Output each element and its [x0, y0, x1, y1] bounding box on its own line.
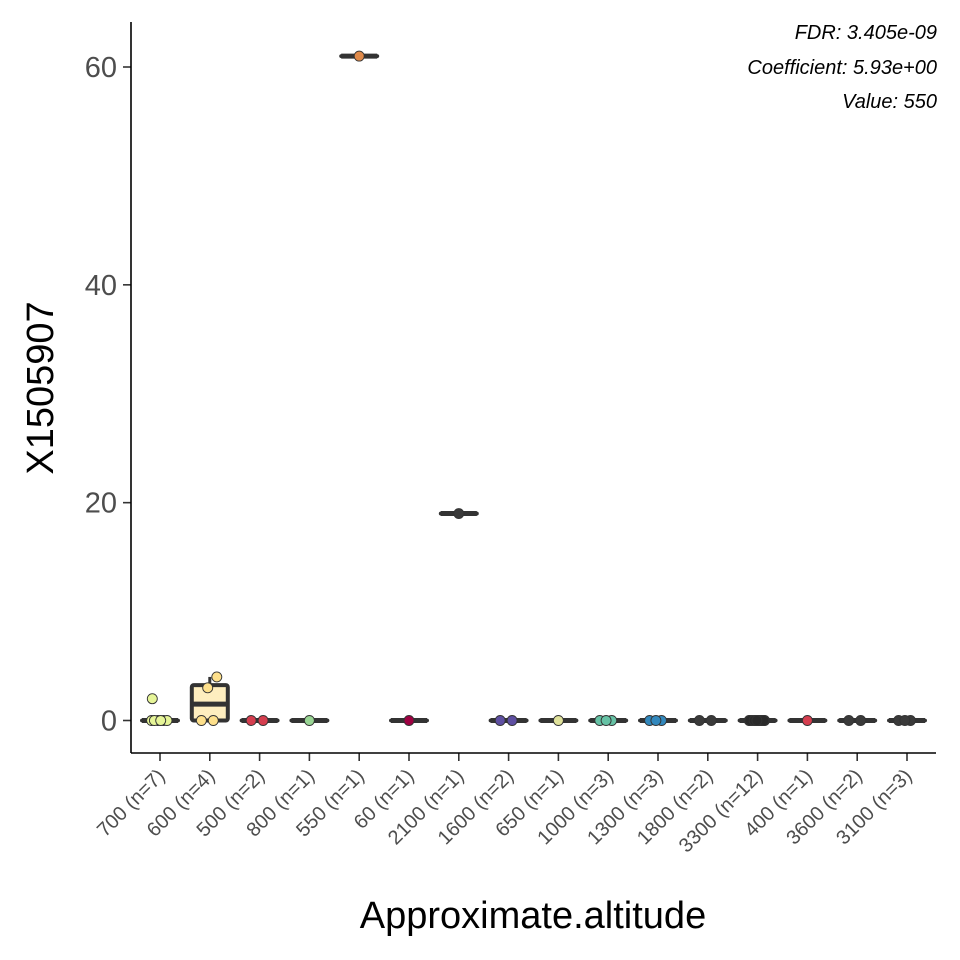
y-axis-title: X1505907: [20, 301, 62, 474]
data-point: [207, 715, 219, 726]
point-series: [146, 50, 916, 726]
x-axis-ticks: 700 (n=7)600 (n=4)500 (n=2)800 (n=1)550 …: [93, 753, 917, 857]
data-point: [155, 715, 167, 726]
data-point: [855, 715, 867, 726]
data-point: [403, 715, 415, 726]
annotation-block: FDR: 3.405e-09 Coefficient: 5.93e+00 Val…: [747, 22, 937, 113]
y-tick-label: 0: [101, 706, 117, 738]
data-point: [899, 715, 911, 726]
y-tick-label: 60: [85, 52, 117, 84]
data-point: [506, 715, 518, 726]
value-annotation: Value: 550: [842, 91, 937, 113]
fdr-annotation: FDR: 3.405e-09: [795, 22, 937, 44]
data-point: [303, 715, 315, 726]
data-point: [494, 715, 506, 726]
x-axis-title: Approximate.altitude: [360, 895, 706, 937]
data-point: [453, 508, 465, 520]
data-point: [211, 671, 223, 683]
coefficient-annotation: Coefficient: 5.93e+00: [747, 57, 937, 79]
y-tick-label: 20: [85, 488, 117, 520]
data-point: [552, 715, 564, 726]
data-point: [751, 715, 763, 726]
data-point: [843, 715, 855, 726]
data-point: [600, 715, 612, 726]
data-point: [245, 715, 257, 726]
data-point: [146, 693, 158, 705]
data-point: [257, 715, 269, 726]
data-point: [650, 715, 662, 726]
y-tick-label: 40: [85, 270, 117, 302]
y-axis-ticks: 0 20 40 60: [85, 52, 131, 738]
data-point: [195, 715, 207, 726]
data-point: [801, 715, 813, 726]
box-series: [140, 53, 927, 723]
data-point: [705, 715, 717, 726]
data-point: [693, 715, 705, 726]
data-point: [353, 50, 365, 62]
data-point: [202, 682, 214, 694]
